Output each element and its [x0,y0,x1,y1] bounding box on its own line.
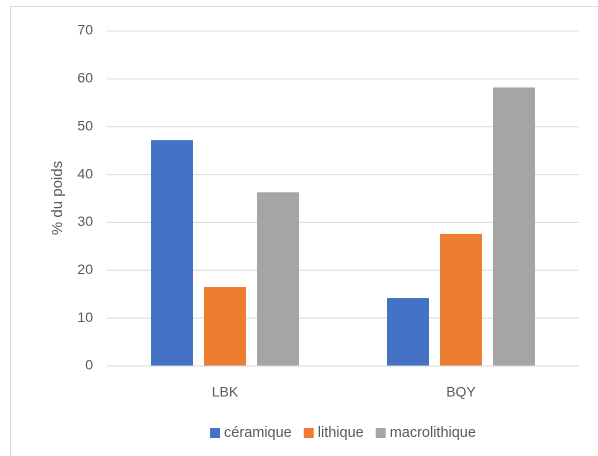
bar-lithique-BQY [440,233,482,366]
x-tick-label: BQY [446,384,476,400]
legend-label: céramique [224,425,292,441]
bars [151,87,535,366]
bar-lithique-LBK [204,287,246,366]
legend-label: lithique [318,425,364,441]
y-tick-label: 10 [77,309,93,325]
legend-label: macrolithique [390,425,476,441]
legend: céramique lithique macrolithique [210,425,476,441]
frame-border-left [10,6,11,456]
y-tick-label: 30 [77,213,93,229]
x-tick-label: LBK [212,384,239,400]
y-tick-label: 50 [77,117,93,133]
y-tick-label: 70 [77,22,93,38]
y-tick-label: 0 [85,357,93,373]
y-tick-label: 20 [77,261,93,277]
legend-swatch [375,428,386,438]
bar-céramique-BQY [387,298,429,366]
y-tick-label: 60 [77,70,93,86]
y-tick-label: 40 [77,165,93,181]
bar-macrolithique-BQY [493,87,535,366]
y-tick-labels: 0 10 20 30 40 50 60 70 [77,22,93,373]
y-axis-title: % du poids [49,161,66,235]
x-tick-labels: LBK BQY [212,384,477,400]
bar-macrolithique-LBK [257,192,299,366]
legend-swatch [303,428,314,438]
legend-swatch [210,428,221,438]
bar-céramique-LBK [151,140,193,366]
frame-border-top [10,6,598,7]
